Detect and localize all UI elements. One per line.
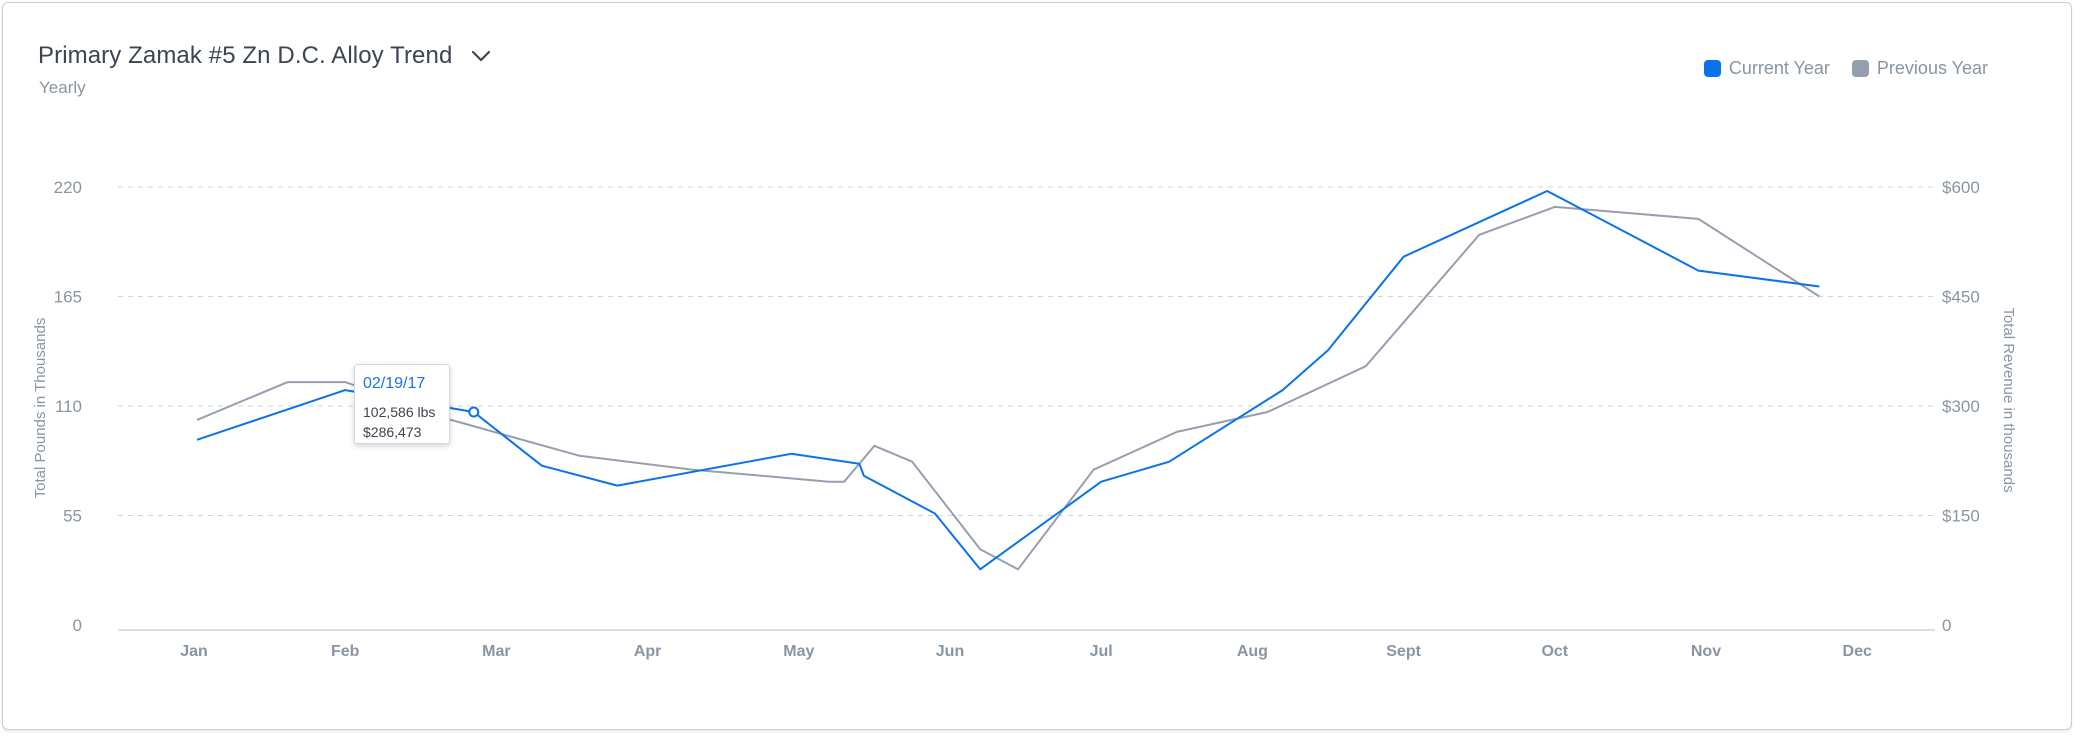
y-tick-left: 165: [54, 288, 82, 307]
y-tick-right: $600: [1942, 178, 1980, 197]
x-tick-label: Dec: [1843, 643, 1872, 660]
x-tick-label: Jun: [936, 643, 964, 660]
tooltip-revenue: $286,473: [363, 424, 422, 440]
x-tick-label: Aug: [1237, 643, 1268, 660]
tooltip: 02/19/17 102,586 lbs $286,473: [354, 364, 450, 444]
legend-current-label: Current Year: [1728, 58, 1830, 78]
series-line-previous-year[interactable]: [196, 205, 1820, 571]
x-tick-label: Mar: [482, 643, 510, 660]
x-tick-label: May: [783, 643, 814, 660]
chart-title: Primary Zamak #5 Zn D.C. Alloy Trend: [38, 42, 453, 69]
x-tick-label: Jan: [180, 643, 208, 660]
x-tick-label: Nov: [1691, 643, 1721, 660]
x-tick-label: Apr: [634, 643, 662, 660]
y-tick-right: $150: [1942, 507, 1980, 526]
tooltip-pounds: 102,586 lbs: [363, 404, 436, 420]
y-tick-left: 220: [54, 178, 82, 197]
legend-previous-swatch: [1851, 60, 1869, 77]
y-tick-left: 0: [73, 616, 82, 635]
x-axis: Jan Feb Mar Apr May Jun Jul Aug Sept Oct Nov Dec: [180, 643, 1872, 660]
y-tick-left: 110: [55, 397, 82, 416]
tooltip-date: 02/19/17: [363, 375, 426, 392]
legend-current-swatch: [1703, 60, 1721, 77]
x-tick-label: Jul: [1090, 643, 1113, 660]
y-tick-right: $300: [1942, 397, 1980, 416]
hover-point[interactable]: [468, 406, 480, 418]
y-axis-right: 0 $150 $300 $450 $600: [1942, 178, 1980, 635]
legend-previous-year[interactable]: Previous Year: [1851, 58, 1988, 79]
y-tick-left: 55: [63, 507, 82, 526]
x-tick-label: Sept: [1386, 643, 1421, 660]
legend-previous-label: Previous Year: [1876, 58, 1988, 78]
x-tick-label: Feb: [331, 643, 360, 660]
title-row: Primary Zamak #5 Zn D.C. Alloy Trend: [38, 42, 494, 70]
chart-subtitle: Yearly: [39, 78, 86, 97]
series-line-current-year[interactable]: [196, 190, 1820, 571]
y-axis-title-right: Total Revenue in thousands: [2000, 307, 2017, 492]
y-axis-title-left: Total Pounds in Thousands: [32, 318, 49, 499]
y-axis-left: 0 55 110 165 220: [54, 178, 82, 635]
legend: Current Year Previous Year: [1703, 58, 1988, 79]
y-tick-right: 0: [1942, 616, 1951, 635]
legend-current-year[interactable]: Current Year: [1703, 58, 1830, 79]
series-lines: [196, 190, 1820, 571]
hover-marker: [468, 406, 480, 418]
chevron-down-icon[interactable]: [468, 43, 494, 69]
y-tick-right: $450: [1942, 288, 1980, 307]
x-tick-label: Oct: [1541, 643, 1568, 660]
grid-lines: [118, 186, 1935, 631]
